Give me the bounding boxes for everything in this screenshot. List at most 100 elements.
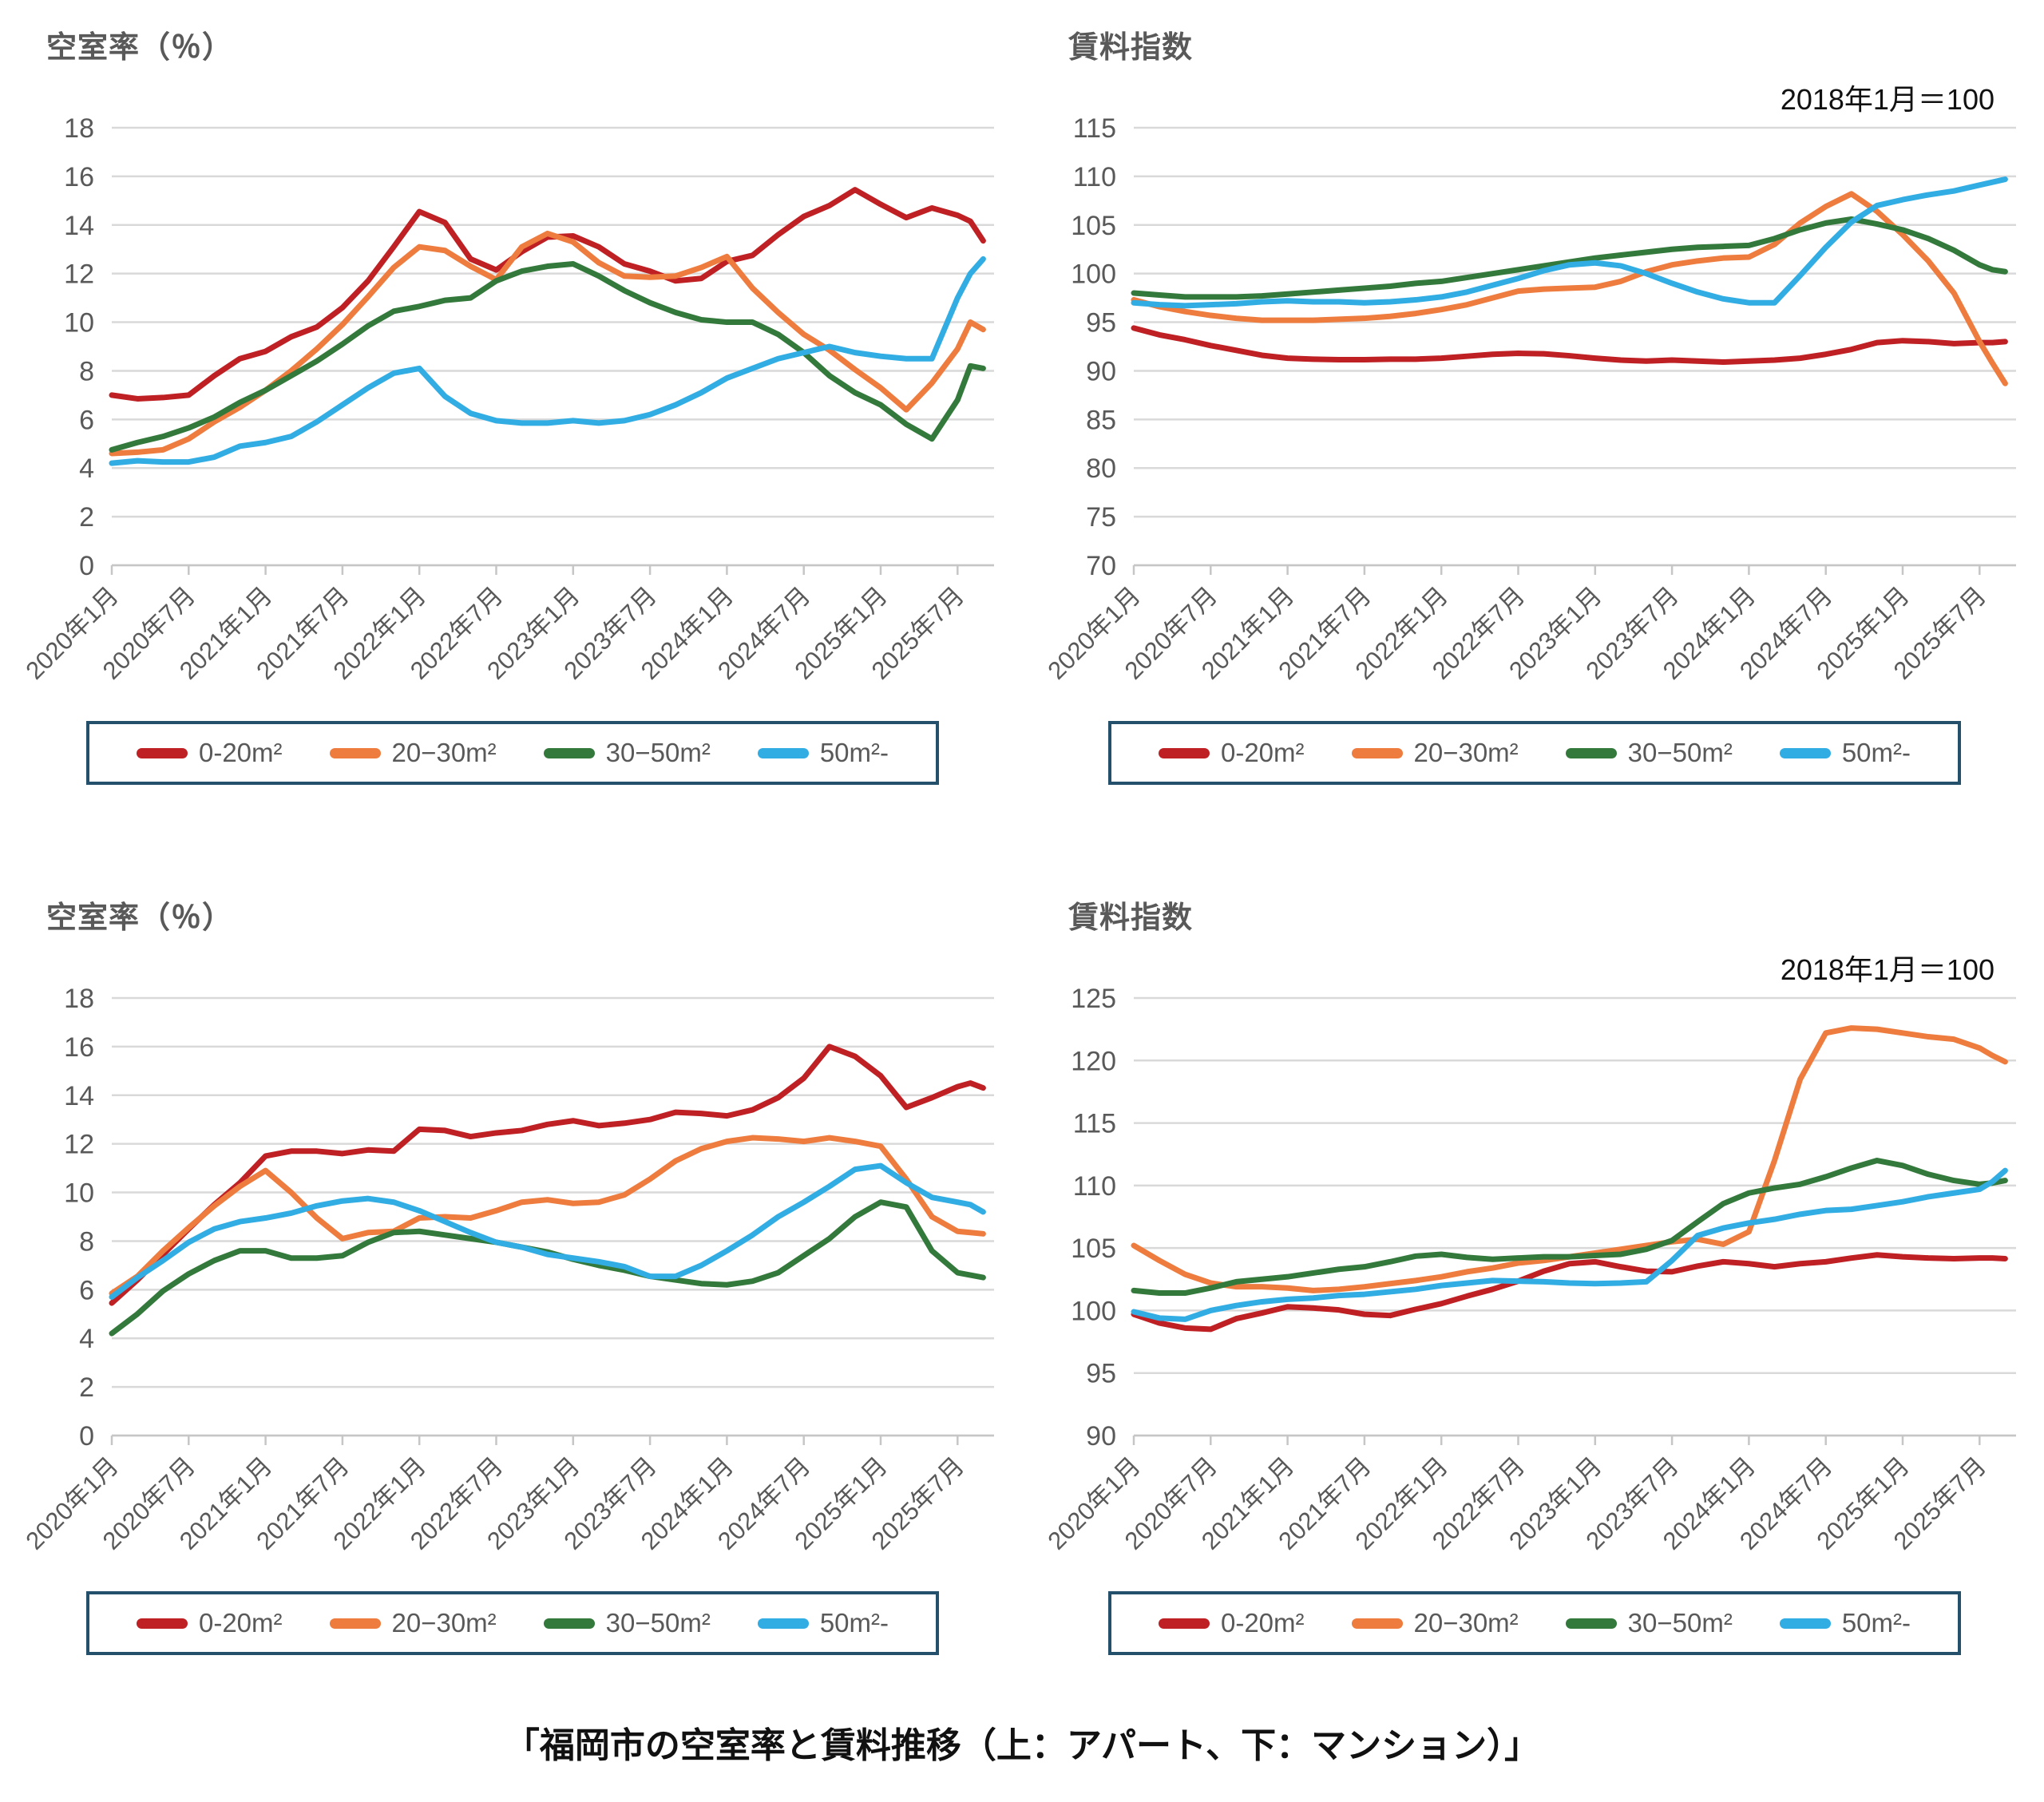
legend-label: 20−30m² bbox=[391, 1608, 497, 1638]
y-axis-tick-label: 0 bbox=[79, 551, 94, 581]
legend-item: 50m²- bbox=[757, 738, 889, 768]
series-20-30-swatch-icon bbox=[1351, 747, 1403, 758]
series-line-50m bbox=[109, 1162, 986, 1300]
y-axis-tick-label: 80 bbox=[1086, 453, 1116, 484]
y-axis-tick-label: 18 bbox=[64, 984, 94, 1014]
legend-item: 50m²- bbox=[1779, 738, 1911, 768]
series-20-30-swatch-icon bbox=[1351, 1618, 1403, 1629]
chart-title: 空室率（％） bbox=[46, 901, 234, 935]
y-axis-tick-label: 8 bbox=[79, 1226, 94, 1257]
series-line-0-20m bbox=[1131, 325, 2008, 365]
index-base-note: 2018年1月＝100 bbox=[1780, 953, 1994, 986]
series-20-30-swatch-icon bbox=[329, 1618, 381, 1629]
y-axis-tick-label: 2 bbox=[79, 1372, 94, 1403]
legend-label: 0-20m² bbox=[1220, 1608, 1305, 1638]
y-axis-tick-label: 115 bbox=[1073, 113, 1116, 144]
y-axis-tick-label: 4 bbox=[79, 453, 94, 484]
legend-label: 0-20m² bbox=[198, 1608, 283, 1638]
legend-label: 30−50m² bbox=[1627, 738, 1733, 767]
y-axis-tick-label: 105 bbox=[1071, 1234, 1116, 1264]
chart-title: 賃料指数 bbox=[1068, 31, 1194, 65]
y-axis-tick-label: 75 bbox=[1086, 502, 1116, 533]
y-axis-tick-label: 95 bbox=[1086, 1359, 1116, 1389]
series-30-50-swatch-icon bbox=[1565, 1618, 1617, 1629]
legend-item: 30−50m² bbox=[1565, 738, 1733, 768]
y-axis-tick-label: 16 bbox=[64, 1032, 94, 1063]
chart-title: 賃料指数 bbox=[1068, 901, 1194, 935]
legend: 0-20m² 20−30m² 30−50m² 50m²- bbox=[1108, 1591, 1961, 1655]
index-base-note: 2018年1月＝100 bbox=[1780, 83, 1994, 116]
legend-item: 0-20m² bbox=[1158, 1608, 1305, 1638]
series-0-20-swatch-icon bbox=[136, 747, 188, 758]
legend-label: 50m²- bbox=[1841, 1608, 1911, 1638]
y-axis-tick-label: 12 bbox=[64, 259, 94, 290]
y-axis-tick-label: 14 bbox=[64, 1081, 94, 1111]
y-axis-tick-label: 12 bbox=[64, 1130, 94, 1160]
series-0-20-swatch-icon bbox=[1158, 747, 1210, 758]
series-line-50m bbox=[1131, 1167, 2008, 1322]
y-axis-tick-label: 6 bbox=[79, 1275, 94, 1305]
legend-item: 30−50m² bbox=[543, 1608, 711, 1638]
legend: 0-20m² 20−30m² 30−50m² 50m²- bbox=[86, 721, 939, 785]
series-line-20-30m bbox=[1131, 191, 2008, 386]
y-axis-tick-label: 85 bbox=[1086, 405, 1116, 435]
series-0-20-swatch-icon bbox=[136, 1618, 188, 1629]
series-line-30-50m bbox=[1131, 1158, 2008, 1297]
y-axis-tick-label: 16 bbox=[64, 162, 94, 192]
legend-item: 20−30m² bbox=[1351, 1608, 1519, 1638]
y-axis-tick-label: 10 bbox=[64, 1178, 94, 1209]
y-axis-tick-label: 105 bbox=[1071, 211, 1116, 241]
legend-item: 20−30m² bbox=[329, 738, 497, 768]
series-30-50-swatch-icon bbox=[543, 747, 595, 758]
y-axis-tick-label: 18 bbox=[64, 113, 94, 144]
chart-title: 空室率（％） bbox=[46, 31, 234, 65]
series-line-20-30m bbox=[109, 1135, 986, 1297]
series-30-50-swatch-icon bbox=[1565, 747, 1617, 758]
y-axis-tick-label: 125 bbox=[1071, 984, 1116, 1014]
y-axis-tick-label: 100 bbox=[1071, 259, 1116, 290]
series-30-50-swatch-icon bbox=[543, 1618, 595, 1629]
legend-item: 20−30m² bbox=[329, 1608, 497, 1638]
legend-item: 30−50m² bbox=[1565, 1608, 1733, 1638]
legend-label: 20−30m² bbox=[1413, 1608, 1519, 1638]
figure-caption: 「福岡市の空室率と賃料推移（上：アパート、下：マンション）」 bbox=[504, 1726, 1540, 1765]
series-line-0-20m bbox=[1131, 1252, 2008, 1333]
legend: 0-20m² 20−30m² 30−50m² 50m²- bbox=[86, 1591, 939, 1655]
series-line-50m bbox=[1131, 176, 2008, 309]
y-axis-tick-label: 115 bbox=[1073, 1109, 1116, 1139]
legend-label: 30−50m² bbox=[605, 738, 711, 767]
plot-area: 0246810121416182020年1月2020年7月2021年1月2021… bbox=[20, 984, 994, 1555]
plot-area: 7075808590951001051101152020年1月2020年7月20… bbox=[1042, 113, 2016, 685]
chart-apartment-vacancy: 空室率（％） 0 2 4 6 8 10 12 14 16 18 2020年1月 2020年7月 2021… bbox=[0, 8, 1022, 842]
y-axis-tick-label: 95 bbox=[1086, 308, 1116, 339]
series-0-20-swatch-icon bbox=[1158, 1618, 1210, 1629]
y-axis-tick-label: 90 bbox=[1086, 356, 1116, 386]
y-axis-tick-label: 2 bbox=[79, 502, 94, 533]
plot-area: 90951001051101151201252020年1月2020年7月2021… bbox=[1042, 984, 2016, 1555]
legend-label: 30−50m² bbox=[605, 1608, 711, 1638]
series-50plus-swatch-icon bbox=[757, 747, 809, 758]
legend-label: 0-20m² bbox=[198, 738, 283, 767]
legend-item: 0-20m² bbox=[136, 1608, 283, 1638]
chart-apartment-rent-index: 賃料指数 2018年1月＝100 70 75 80 85 90 95 100 105 110 11… bbox=[1022, 8, 2044, 842]
series-line-0-20m bbox=[109, 1044, 986, 1306]
legend-label: 50m²- bbox=[819, 1608, 889, 1638]
y-axis-tick-label: 100 bbox=[1071, 1296, 1116, 1326]
legend-item: 0-20m² bbox=[1158, 738, 1305, 768]
y-axis-tick-label: 110 bbox=[1073, 1171, 1116, 1202]
series-50plus-swatch-icon bbox=[1779, 1618, 1831, 1629]
legend: 0-20m² 20−30m² 30−50m² 50m²- bbox=[1108, 721, 1961, 785]
legend-item: 30−50m² bbox=[543, 738, 711, 768]
y-axis-tick-label: 10 bbox=[64, 308, 94, 339]
legend-label: 50m²- bbox=[819, 738, 889, 767]
y-axis-tick-label: 70 bbox=[1086, 551, 1116, 581]
legend-label: 30−50m² bbox=[1627, 1608, 1733, 1638]
legend-item: 20−30m² bbox=[1351, 738, 1519, 768]
y-axis-tick-label: 0 bbox=[79, 1421, 94, 1452]
y-axis-tick-label: 110 bbox=[1073, 162, 1116, 192]
legend-label: 20−30m² bbox=[391, 738, 497, 767]
y-axis-tick-label: 14 bbox=[64, 211, 94, 241]
y-axis-tick-label: 4 bbox=[79, 1324, 94, 1354]
y-axis-tick-label: 90 bbox=[1086, 1421, 1116, 1452]
